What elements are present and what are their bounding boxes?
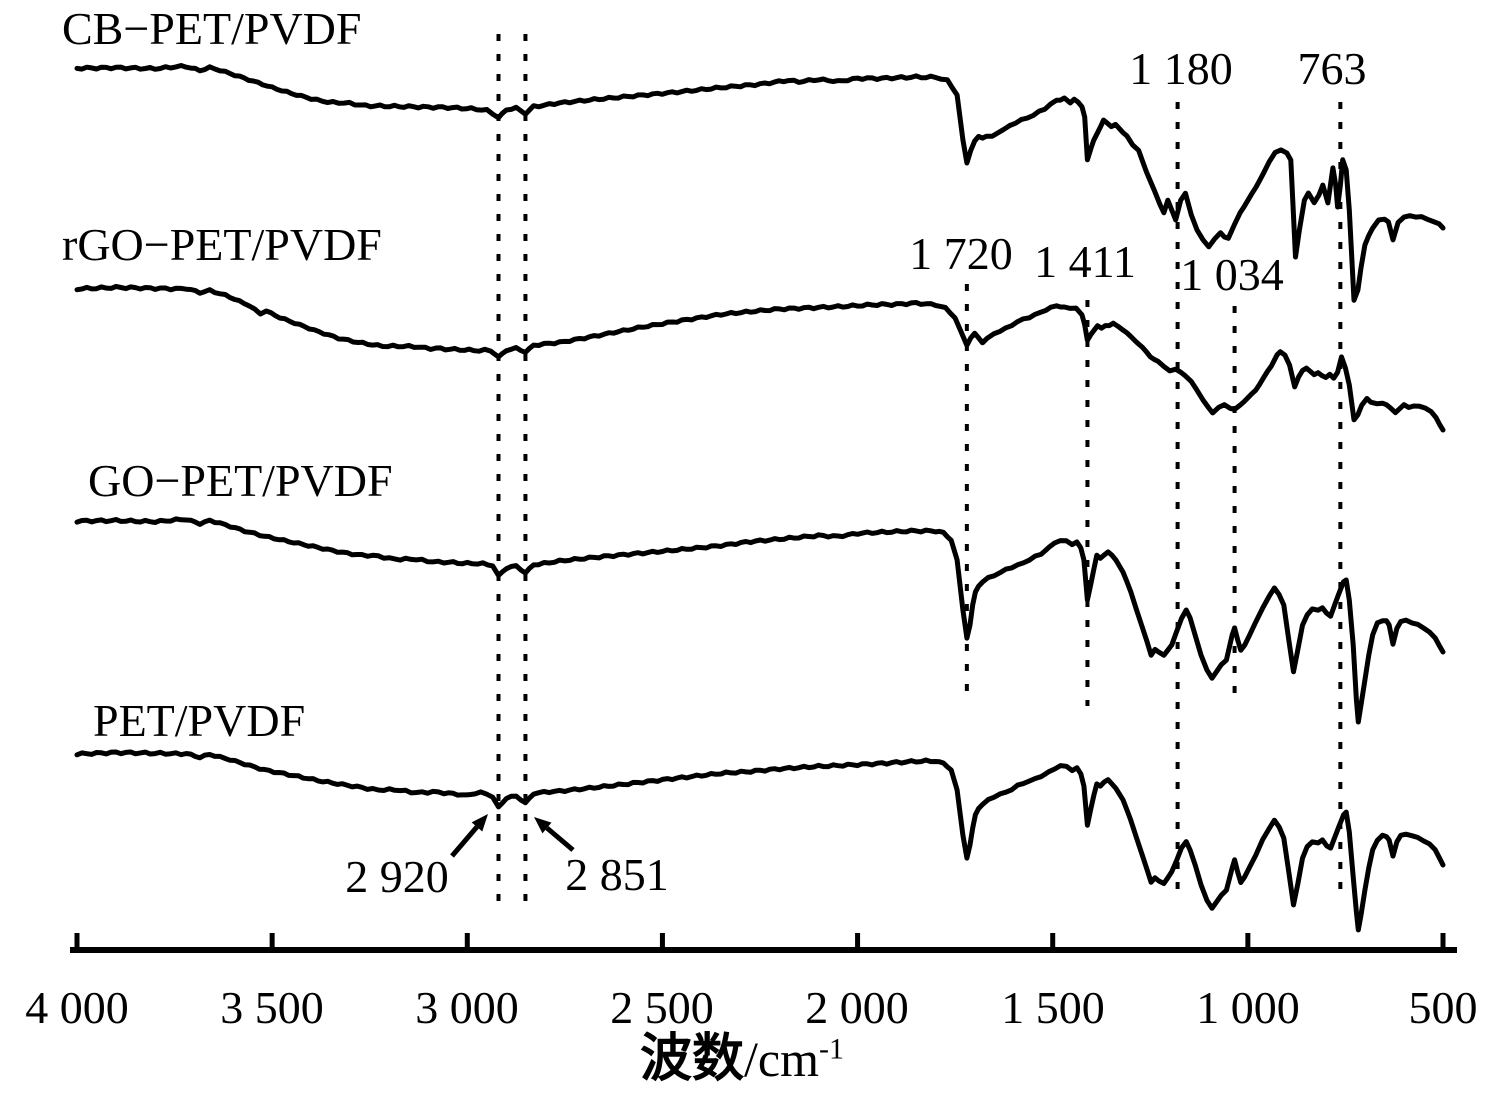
x-axis-title-cn: 波数 [640,1031,745,1088]
x-axis-title: 波数/cm-1 [640,1031,844,1088]
x-tick-2500: 2 500 [610,982,714,1033]
peak-label-1034: 1 034 [1180,249,1284,300]
x-axis-title-sup: -1 [819,1032,844,1066]
peak-label-1720: 1 720 [909,228,1013,279]
peak-label-763: 763 [1297,43,1367,94]
x-tick-3000: 3 000 [415,982,519,1033]
x-axis-title-unit: /cm [744,1031,819,1087]
series-label-go-pet-pvdf: GO−PET/PVDF [88,455,393,506]
x-tick-4000: 4 000 [25,982,129,1033]
x-tick-3500: 3 500 [220,982,324,1033]
series-label-cb-pet-pvdf: CB−PET/PVDF [62,3,362,54]
peak-label-2851: 2 851 [565,849,669,900]
series-label-rgo-pet-pvdf: rGO−PET/PVDF [62,219,382,270]
peak-label-2920: 2 920 [345,851,449,902]
x-tick-2000: 2 000 [805,982,909,1033]
x-tick-1000: 1 000 [1196,982,1300,1033]
series-label-pet-pvdf: PET/PVDF [93,695,306,746]
x-tick-500: 500 [1408,982,1478,1033]
peak-label-1180: 1 180 [1129,43,1233,94]
peak-label-1411: 1 411 [1034,236,1136,287]
x-tick-1500: 1 500 [1001,982,1105,1033]
